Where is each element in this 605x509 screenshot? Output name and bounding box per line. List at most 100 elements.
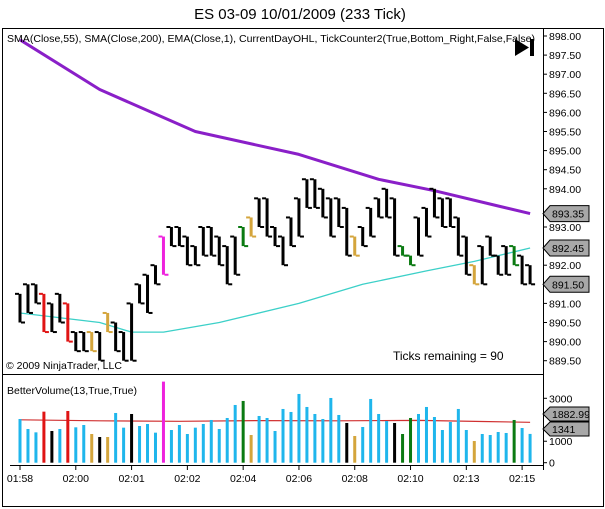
time-axis-label: 02:02 (174, 473, 200, 485)
price-axis-label: 894.00 (549, 184, 581, 196)
ticks-remaining-label: Ticks remaining = 90 (393, 349, 504, 363)
price-bar (158, 235, 169, 276)
price-bar (142, 273, 153, 314)
volume-bar (440, 430, 444, 463)
volume-indicator-label: BetterVolume(13,True,True) (7, 385, 137, 397)
volume-axis: 3000 1000 0 (543, 393, 573, 470)
price-bar (477, 245, 488, 286)
volume-bar (74, 427, 78, 463)
volume-bar (520, 428, 524, 463)
price-bar (333, 197, 344, 228)
price-bar (517, 254, 528, 286)
price-bar (317, 187, 328, 219)
volume-bar (209, 419, 213, 463)
skip-to-end-icon[interactable] (512, 36, 538, 60)
price-bar (413, 216, 424, 257)
price-marker: 891.50 (542, 275, 590, 293)
volume-bar (321, 418, 325, 463)
volume-bar (138, 425, 142, 463)
price-axis-label: 897.50 (549, 50, 581, 62)
price-bar (365, 206, 376, 238)
price-bars (15, 178, 536, 362)
volume-bar (464, 430, 468, 463)
price-bar (190, 245, 201, 267)
price-bar (349, 235, 360, 257)
price-bar (198, 226, 209, 257)
price-bar (341, 206, 352, 257)
time-axis-label: 02:10 (397, 473, 423, 485)
volume-bar (480, 433, 484, 463)
price-bar (134, 283, 145, 305)
volume-bar (34, 432, 38, 463)
volume-bar (369, 398, 373, 463)
price-bar (270, 226, 281, 248)
price-axis-label: 896.00 (549, 107, 581, 119)
price-bar (62, 302, 73, 343)
volume-bar (377, 413, 381, 463)
price-bar (461, 235, 472, 276)
price-bar (501, 245, 512, 276)
volume-bar (161, 381, 165, 463)
price-axis-label: 890.00 (549, 337, 581, 349)
price-marker: 892.45 (542, 239, 590, 257)
price-bar (246, 216, 257, 238)
price-marker: 893.35 (542, 205, 590, 223)
volume-bar (281, 408, 285, 463)
volume-bar (122, 427, 126, 463)
volume-bar (313, 413, 317, 463)
price-bar (126, 302, 137, 362)
price-bar (174, 226, 185, 248)
price-axis-label: 892.00 (549, 260, 581, 272)
price-bar (301, 178, 312, 209)
volume-bar (217, 428, 221, 463)
time-axis-label: 02:01 (118, 473, 144, 485)
volume-bar (297, 393, 301, 463)
volume-bar (448, 421, 452, 463)
price-axis: 898.00 897.50 897.00 896.50 896.00 895.50 895.… (543, 31, 581, 368)
price-bar (493, 254, 504, 276)
price-bar (278, 235, 289, 267)
price-bar (509, 245, 520, 267)
volume-bar (385, 420, 389, 463)
price-axis-label: 890.50 (549, 318, 581, 330)
chart-title: ES 03-09 10/01/2009 (233 Tick) (194, 6, 406, 23)
volume-bar (329, 397, 333, 463)
volume-bar (409, 417, 413, 463)
volume-bar (42, 411, 46, 463)
price-marker-label: 892.45 (552, 243, 584, 255)
price-bar (166, 226, 177, 248)
volume-bar (146, 423, 150, 463)
price-bar (46, 302, 57, 334)
price-bar (238, 226, 249, 248)
volume-bar (130, 413, 134, 463)
price-bar (110, 321, 121, 353)
volume-axis-label: 3000 (549, 393, 573, 405)
price-bar (429, 187, 440, 219)
volume-bar (401, 433, 405, 463)
volume-bar (241, 400, 245, 463)
volume-last-marker: 1341 (542, 421, 590, 437)
volume-bar (66, 410, 70, 463)
price-marker-label: 893.35 (552, 209, 584, 221)
volume-bar (496, 432, 500, 463)
price-marker-label: 891.50 (552, 279, 584, 291)
price-bar (102, 311, 113, 334)
price-bar (70, 331, 81, 353)
price-bar (150, 264, 161, 286)
volume-bar (193, 427, 197, 463)
volume-bar (345, 422, 349, 463)
volume-bar (337, 414, 341, 463)
price-bar (214, 235, 225, 267)
price-bar (118, 331, 129, 362)
price-axis-label: 896.50 (549, 88, 581, 100)
price-bar (381, 187, 392, 219)
volume-bar (361, 427, 365, 463)
volume-bar (265, 417, 269, 463)
price-bar (309, 178, 320, 209)
volume-bar (273, 430, 277, 463)
time-axis-label: 02:00 (63, 473, 89, 485)
price-bar (22, 283, 33, 314)
time-axis-label: 02:08 (342, 473, 368, 485)
volume-bar (18, 418, 22, 463)
